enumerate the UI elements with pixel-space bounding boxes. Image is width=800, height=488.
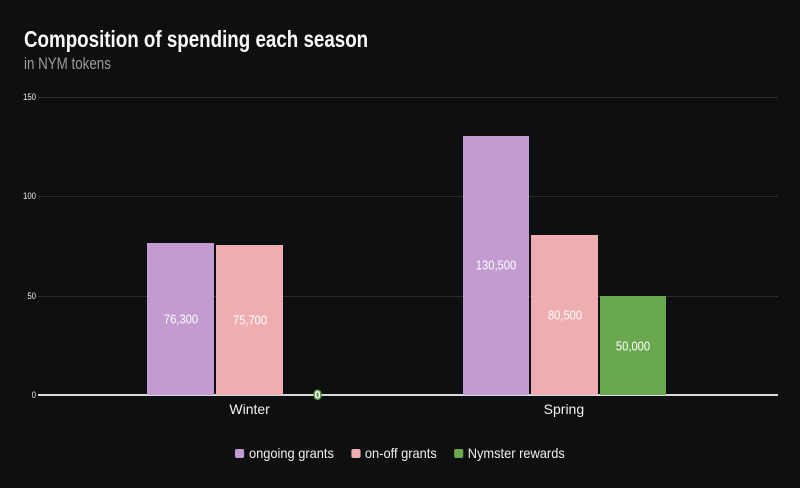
svg-text:0: 0 — [314, 389, 320, 401]
